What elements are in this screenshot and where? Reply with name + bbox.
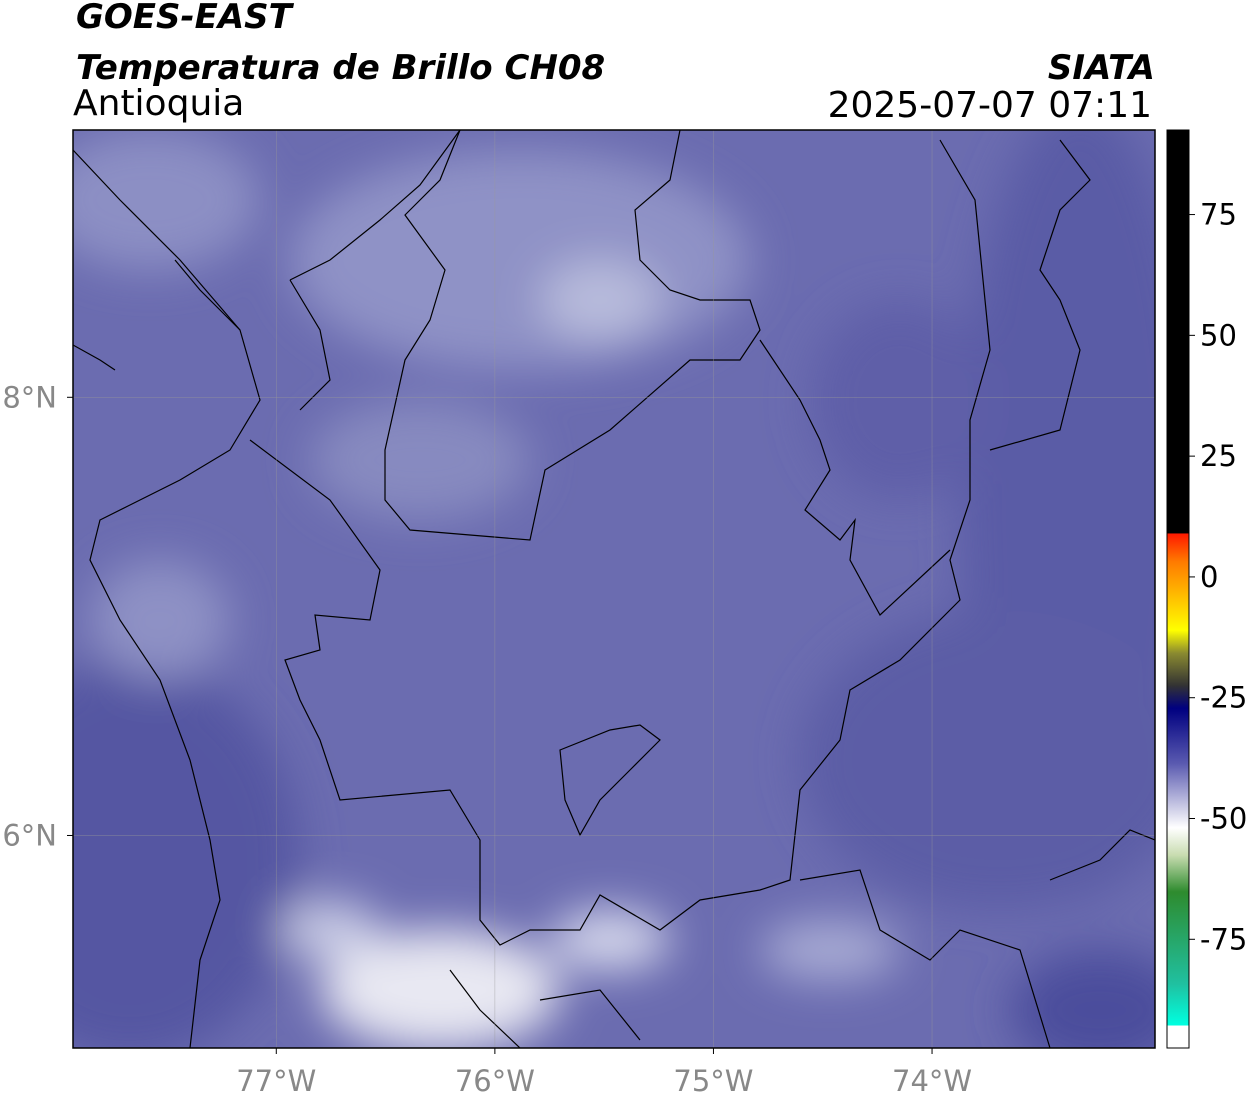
map-image (73, 130, 1155, 1048)
x-tick-label: 77°W (236, 1064, 316, 1098)
colorbar-tick-label: 50 (1200, 318, 1237, 352)
colorbar-tick-label: -50 (1200, 802, 1247, 836)
x-tick-label: 76°W (455, 1064, 535, 1098)
colorbar-tick-label: 0 (1200, 560, 1218, 594)
colorbar-tick-label: 25 (1200, 439, 1237, 473)
region: Antioquia (73, 83, 244, 124)
colorbar-tick-label: 75 (1200, 198, 1237, 232)
colorbar (1166, 129, 1190, 1049)
title-line1: GOES-EAST (76, 0, 295, 37)
y-tick-label: 6°N (2, 818, 57, 852)
cloud-field (73, 130, 1155, 1048)
title-line2: Temperatura de Brillo CH08 (76, 48, 605, 88)
x-tick-label: 74°W (892, 1064, 972, 1098)
grid (73, 130, 1155, 1048)
colorbar-tick-label: -25 (1200, 681, 1247, 715)
y-tick-label: 8°N (2, 380, 57, 414)
map-frame (72, 129, 1156, 1049)
source: SIATA (1048, 48, 1155, 88)
datetime: 2025-07-07 07:11 (828, 85, 1152, 126)
colorbar-tick-label: -75 (1200, 922, 1247, 956)
x-tick-label: 75°W (673, 1064, 753, 1098)
